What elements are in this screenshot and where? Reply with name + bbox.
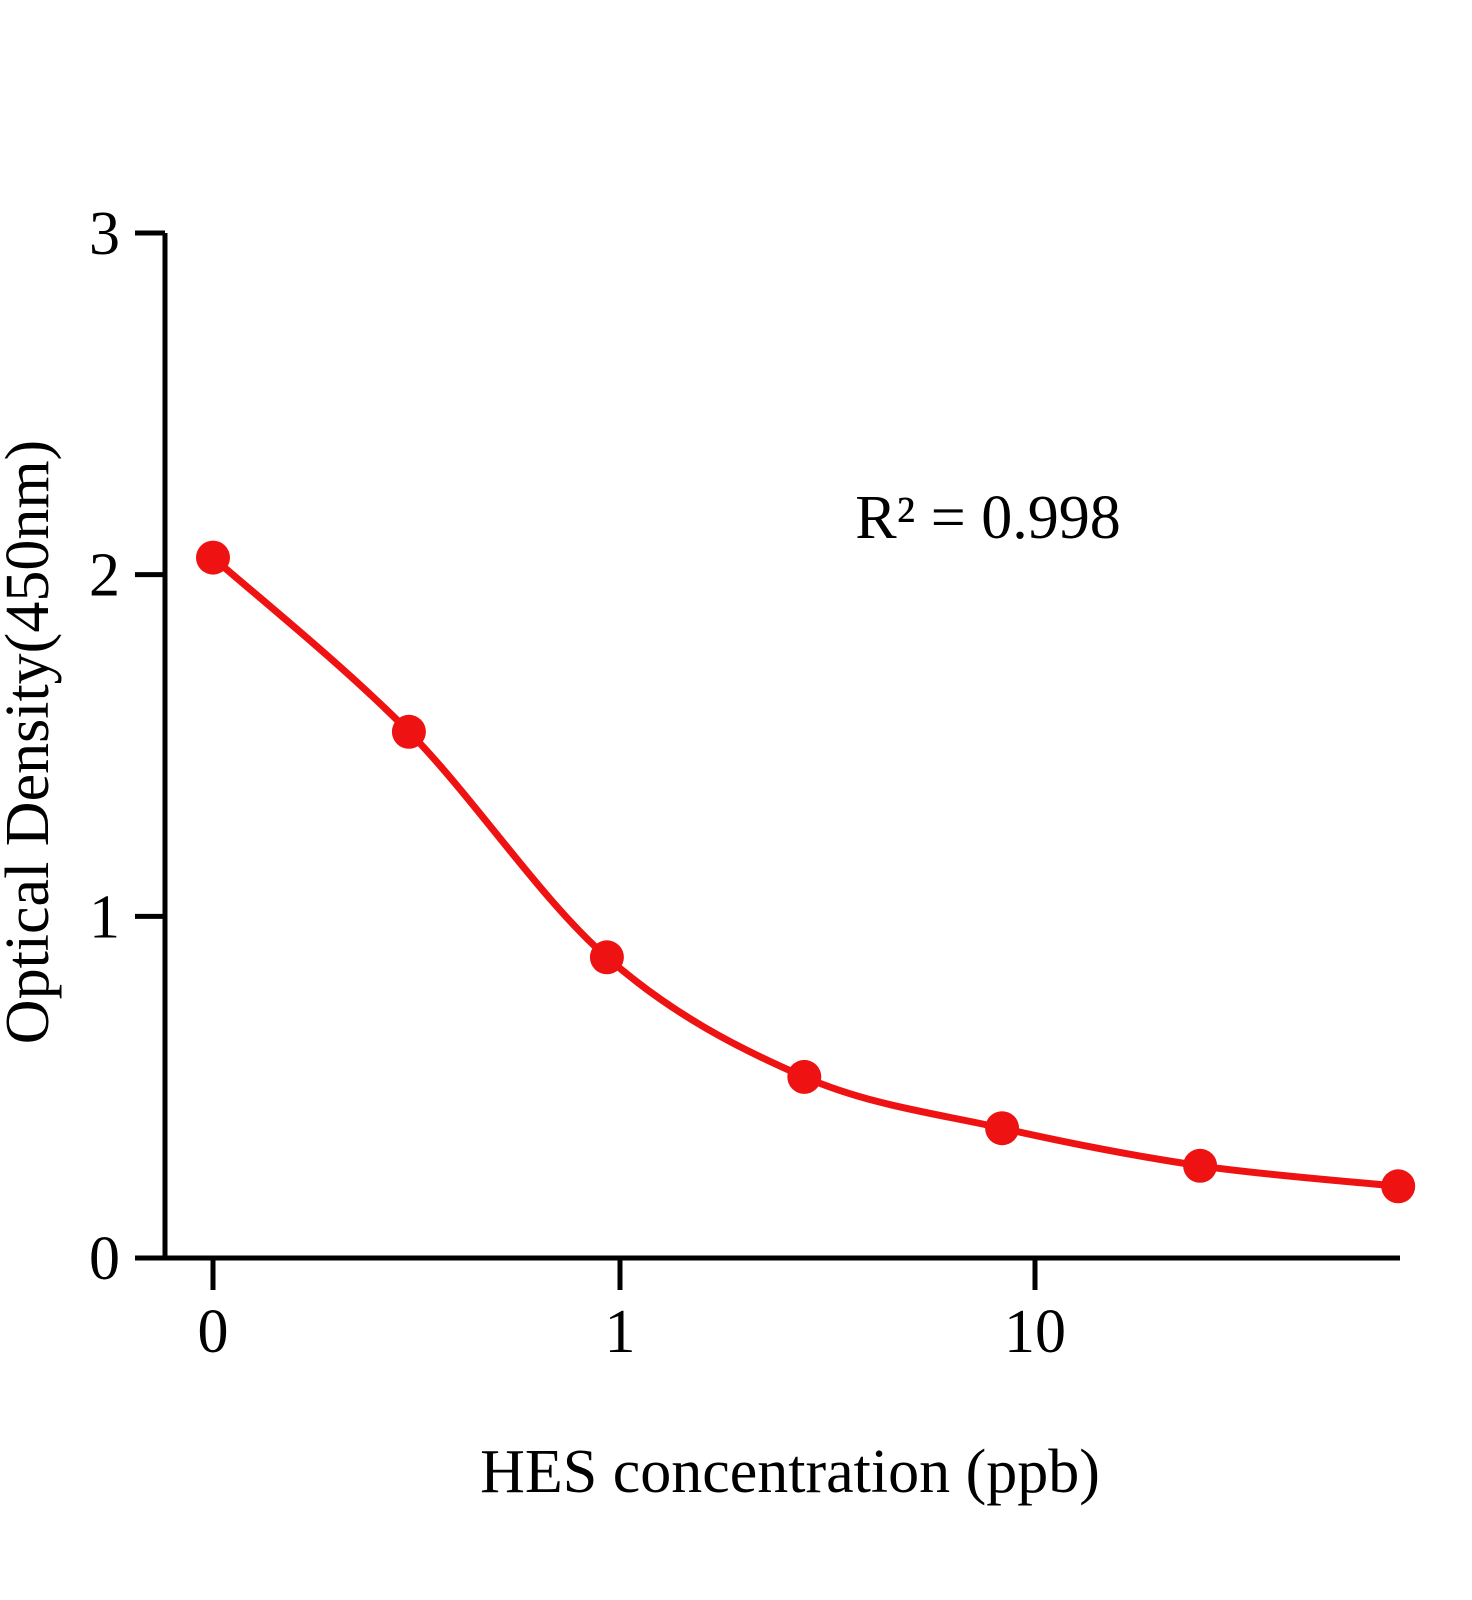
x-tick-label: 10 xyxy=(1004,1298,1066,1366)
x-axis-title: HES concentration (ppb) xyxy=(480,1438,1100,1506)
y-tick-label: 2 xyxy=(89,542,120,610)
data-point xyxy=(1183,1148,1218,1183)
y-tick-label: 0 xyxy=(89,1225,120,1293)
data-point xyxy=(1381,1169,1416,1204)
data-point xyxy=(196,540,230,575)
data-point xyxy=(985,1111,1020,1146)
data-point xyxy=(391,714,426,749)
r-squared-annotation: R² = 0.998 xyxy=(855,484,1120,552)
x-tick-label: 0 xyxy=(198,1298,229,1366)
y-axis-title: Optical Density(450nm) xyxy=(0,440,62,1044)
y-tick-label: 1 xyxy=(89,883,120,951)
data-point xyxy=(787,1059,822,1094)
y-tick-label: 3 xyxy=(89,200,120,268)
plot-layer: 0 1 2 3 0 1 10 xyxy=(89,200,1416,1366)
x-tick-label: 1 xyxy=(605,1298,636,1366)
data-point xyxy=(589,940,624,975)
